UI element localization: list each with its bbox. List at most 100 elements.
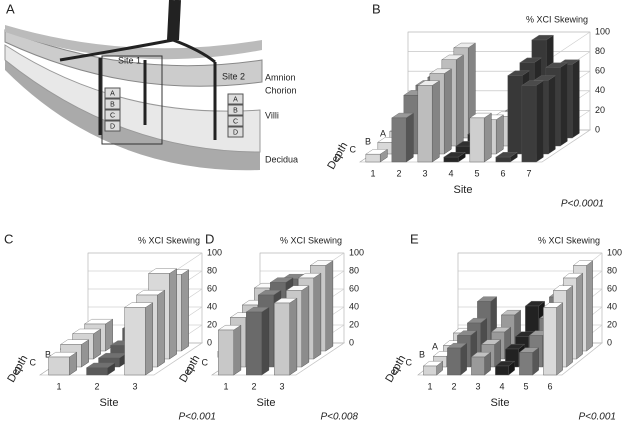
depth-box: [227, 126, 244, 138]
x-tick-label: 3: [475, 381, 480, 391]
bar: [273, 297, 298, 376]
bar: [365, 148, 389, 163]
axis-title: % XCI Skewing: [280, 235, 342, 245]
depth-label: C: [350, 144, 357, 154]
depth-label: B: [419, 349, 425, 359]
x-tick-label: 2: [251, 381, 256, 391]
bar-side: [261, 306, 270, 376]
depth-axis-title: Depth: [5, 353, 30, 384]
x-tick-label: 5: [523, 381, 528, 391]
annotation: P<0.001: [578, 412, 616, 423]
x-tick-label: 2: [94, 381, 99, 391]
z-tick-label: 0: [349, 337, 354, 347]
layer-label: Chorion: [265, 85, 297, 95]
bar: [446, 342, 468, 376]
annotation: P<0.008: [320, 412, 358, 423]
z-tick-label: 80: [207, 265, 217, 275]
site-1-box: [101, 55, 163, 145]
bar-side: [495, 114, 504, 155]
decidua-shape: [5, 60, 260, 171]
bar: [417, 80, 441, 163]
bar-side: [325, 260, 334, 352]
bar: [518, 347, 540, 376]
z-tick-label: 60: [595, 66, 605, 76]
bar-side: [181, 269, 189, 352]
z-tick-label: 80: [595, 46, 605, 56]
x-tick-label: 6: [547, 381, 552, 391]
grid-line: [295, 342, 345, 376]
bar-side: [586, 260, 593, 352]
z-tick-label: 20: [349, 319, 359, 329]
depth-label: D: [335, 152, 342, 162]
bar-side: [460, 342, 467, 376]
bar-side: [576, 272, 583, 360]
x-axis-title: Site: [100, 397, 119, 409]
bar-side: [301, 285, 310, 368]
depth-label: D: [110, 123, 115, 130]
bar-front: [246, 311, 262, 376]
x-axis-title: Site: [454, 184, 473, 196]
z-tick-label: 0: [607, 337, 612, 347]
villi-region: [4, 44, 261, 153]
z-tick-label: 80: [607, 265, 617, 275]
depth-label: C: [110, 112, 115, 119]
depth-axis-title: Depth: [177, 353, 202, 384]
x-tick-label: 2: [396, 168, 401, 178]
layer-label: Decidua: [265, 154, 298, 164]
depth-label: B: [45, 349, 51, 359]
bar: [422, 360, 444, 376]
bar-side: [443, 68, 452, 155]
z-tick-label: 60: [349, 283, 359, 293]
cord: [167, 0, 181, 41]
x-axis-title: Site: [257, 397, 276, 409]
z-tick-label: 100: [595, 26, 610, 36]
x-tick-label: 5: [474, 168, 479, 178]
panel-label: A: [6, 1, 15, 16]
z-tick-label: 0: [207, 337, 212, 347]
bar: [217, 324, 242, 376]
bar-front: [469, 117, 485, 163]
z-tick-label: 80: [349, 265, 359, 275]
z-tick-label: 100: [607, 247, 622, 257]
z-tick-label: 100: [349, 247, 364, 257]
bar-front: [507, 75, 523, 155]
vessels: [59, 38, 217, 140]
x-axis-title: Site: [491, 397, 510, 409]
bar-side: [405, 112, 414, 163]
bar-front: [543, 307, 557, 376]
bar: [494, 360, 516, 376]
depth-box: [227, 115, 244, 127]
depth-label: A: [110, 90, 115, 97]
grid-line: [153, 342, 203, 376]
bar-front: [124, 307, 146, 376]
panel-label: D: [205, 231, 214, 246]
depth-label: D: [393, 365, 400, 375]
bar-front: [274, 302, 290, 376]
bar-side: [157, 289, 165, 368]
z-tick-label: 40: [607, 301, 617, 311]
z-tick-label: 40: [349, 301, 359, 311]
bar-side: [289, 297, 298, 376]
bar-front: [365, 153, 381, 163]
grid-line: [541, 129, 591, 163]
bar-side: [233, 324, 242, 376]
bar-side: [566, 285, 573, 368]
x-tick-label: 3: [422, 168, 427, 178]
z-tick-label: 20: [595, 105, 605, 115]
depth-label: A: [380, 128, 386, 138]
panel-label: B: [372, 1, 381, 16]
depth-box: [227, 104, 244, 116]
depth-label: D: [187, 365, 194, 375]
depth-box: [104, 98, 121, 110]
depth-box: [227, 93, 244, 105]
x-tick-label: 2: [451, 381, 456, 391]
panel-label: E: [410, 231, 419, 246]
bar-front: [521, 85, 537, 163]
bar-side: [535, 80, 544, 163]
annotation: P<0.0001: [561, 199, 604, 210]
bar-front: [48, 356, 70, 376]
x-tick-label: 4: [448, 168, 453, 178]
x-tick-label: 3: [132, 381, 137, 391]
